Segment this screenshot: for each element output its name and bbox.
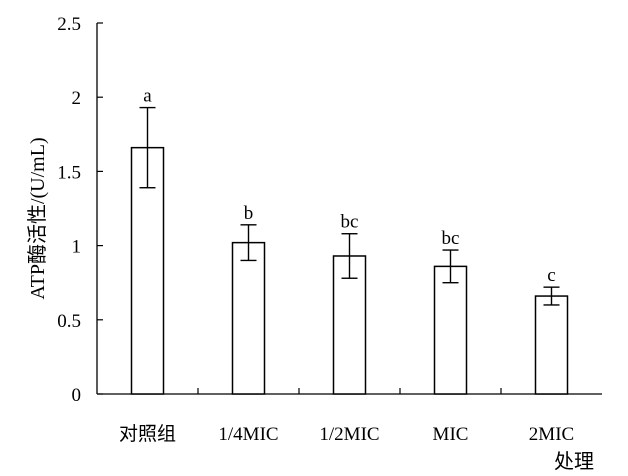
- x-category-label: MIC: [433, 424, 469, 445]
- bar: [534, 295, 569, 395]
- x-category-label: 1/2MIC: [319, 424, 379, 445]
- x-axis-title: 处理: [554, 450, 594, 473]
- x-category-label: 2MIC: [529, 424, 574, 445]
- y-tick-label: 2: [72, 88, 82, 109]
- labels: 0 0.5 1 1.5 2 2.5 a 对照组 b 1/4MIC bc 1/2MIC bc MIC c 2MI…: [26, 14, 594, 473]
- significance-label: b: [244, 203, 254, 224]
- bar: [130, 146, 165, 395]
- x-category-label: 对照组: [119, 423, 176, 445]
- significance-label: bc: [442, 228, 460, 249]
- significance-label: c: [547, 265, 555, 286]
- y-tick-label: 2.5: [57, 14, 81, 35]
- x-category-label: 1/4MIC: [218, 424, 278, 445]
- y-tick-label: 1: [72, 237, 82, 258]
- y-tick-label: 0.5: [57, 311, 81, 332]
- y-axis-title: ATP酶活性/(U/mL): [26, 137, 49, 299]
- bar: [433, 265, 468, 395]
- significance-label: bc: [341, 212, 359, 233]
- significance-label: a: [143, 86, 152, 107]
- y-tick-label: 1.5: [57, 162, 81, 183]
- bar: [231, 241, 266, 395]
- bars: [130, 106, 569, 395]
- y-tick-label: 0: [72, 385, 82, 406]
